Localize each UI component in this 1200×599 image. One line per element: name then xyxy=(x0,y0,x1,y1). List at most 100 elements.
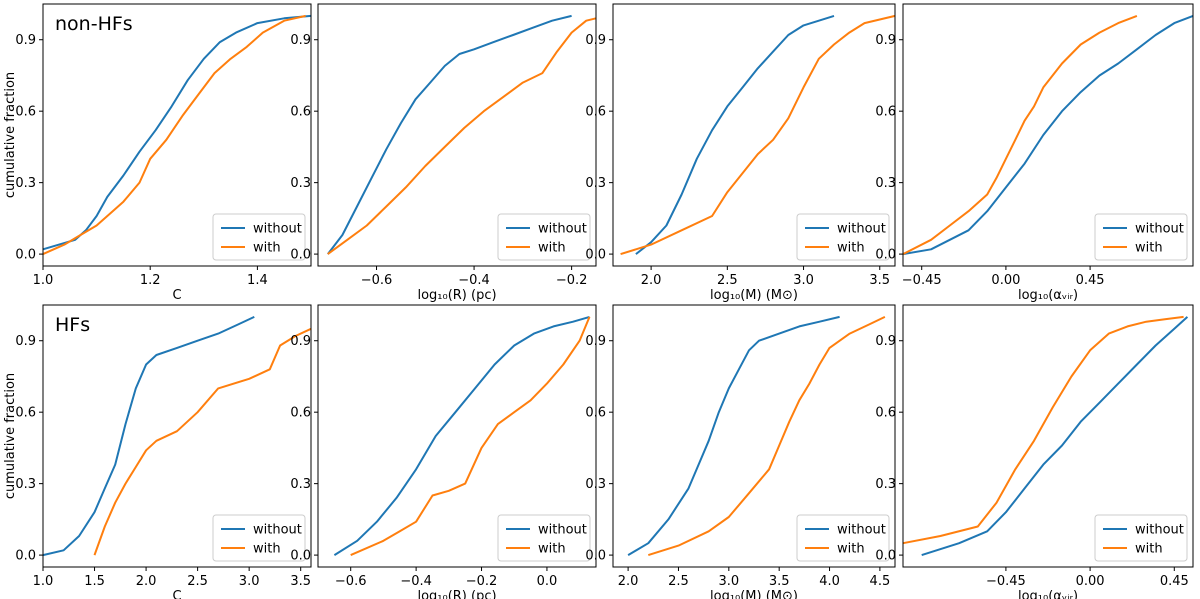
x-tick-label: 1.2 xyxy=(140,273,161,288)
x-tick-label: 1.0 xyxy=(33,273,54,288)
series-line-without xyxy=(902,14,1194,256)
x-tick-label: 3.0 xyxy=(239,574,260,589)
x-tick-label: 1.5 xyxy=(84,574,105,589)
legend: without with xyxy=(497,514,591,562)
series-line-without xyxy=(42,315,255,557)
x-axis-label: C xyxy=(172,589,181,599)
x-tick-label: −0.4 xyxy=(458,273,490,288)
legend-label-with: with xyxy=(1135,241,1163,256)
series-line-with xyxy=(350,316,591,557)
y-tick-label: 0.9 xyxy=(875,334,896,349)
series-line-without xyxy=(327,14,572,255)
y-tick-label: 0.3 xyxy=(290,477,311,492)
series-line-with xyxy=(647,315,886,557)
y-tick-label: 0.6 xyxy=(15,406,36,421)
x-tick-label: 2.0 xyxy=(641,273,662,288)
legend-box xyxy=(796,514,890,562)
y-tick-label: 0.6 xyxy=(875,105,896,120)
legend-label-with: with xyxy=(837,542,865,557)
axes-frame xyxy=(317,3,597,267)
series-line-without xyxy=(635,14,835,255)
legend-box xyxy=(497,213,591,261)
legend-label-with: with xyxy=(253,542,281,557)
legend-box xyxy=(212,514,306,562)
x-tick-label: 4.5 xyxy=(870,574,891,589)
x-tick-label: 2.0 xyxy=(136,574,157,589)
x-tick-label: −0.2 xyxy=(556,273,588,288)
y-tick-label: 0.6 xyxy=(585,105,606,120)
y-tick-label: 0.6 xyxy=(15,105,36,120)
legend: without with xyxy=(796,514,890,562)
panel-7: 2.0 2.5 3.0 3.5 4.0 4.5 0.0 0.3 0.6 0.9 log₁₀(M) (… xyxy=(585,304,896,599)
x-tick-label: 0.00 xyxy=(1076,574,1105,589)
x-axis-label: log₁₀(αᵥᵢᵣ) xyxy=(1018,589,1078,599)
y-tick-label: 0.0 xyxy=(585,549,606,564)
x-tick-label: 3.5 xyxy=(769,574,790,589)
y-tick-label: 0.9 xyxy=(290,33,311,48)
legend-label-without: without xyxy=(538,523,587,538)
y-tick-label: 0.0 xyxy=(15,248,36,263)
axes-frame xyxy=(317,304,597,568)
x-axis-label: log₁₀(M) (M⊙) xyxy=(710,589,798,599)
x-tick-label: 2.5 xyxy=(717,273,738,288)
panel-5: 1.0 1.5 2.0 2.5 3.0 3.5 0.0 0.3 0.6 0.9 Ccumulativ… xyxy=(3,304,312,599)
y-tick-label: 0.9 xyxy=(585,33,606,48)
y-tick-label: 0.3 xyxy=(15,477,36,492)
legend-label-with: with xyxy=(837,241,865,256)
legend-label-without: without xyxy=(1135,523,1184,538)
y-tick-label: 0.0 xyxy=(290,549,311,564)
legend: without with xyxy=(1094,514,1188,562)
axes-frame xyxy=(902,3,1194,267)
row-label: HFs xyxy=(55,314,90,336)
legend-box xyxy=(796,213,890,261)
x-tick-label: −0.2 xyxy=(466,574,498,589)
y-tick-label: 0.3 xyxy=(875,176,896,191)
x-axis-label: log₁₀(R) (pc) xyxy=(417,589,496,599)
panel-6: −0.6 −0.4 −0.2 0.0 0.0 0.3 0.6 0.9 log₁₀(R) (pc)… xyxy=(290,304,597,599)
y-axis-label: cumulative fraction xyxy=(3,72,18,198)
y-tick-label: 0.6 xyxy=(290,105,311,120)
y-tick-label: 0.9 xyxy=(290,334,311,349)
legend-box xyxy=(1094,213,1188,261)
legend: without with xyxy=(497,213,591,261)
series-line-with xyxy=(620,14,896,256)
x-tick-label: 0.0 xyxy=(537,574,558,589)
y-tick-label: 0.0 xyxy=(875,549,896,564)
series-line-without xyxy=(333,315,590,556)
x-tick-label: −0.6 xyxy=(335,574,367,589)
x-axis-label: log₁₀(R) (pc) xyxy=(417,288,496,303)
x-axis-label: C xyxy=(172,288,181,303)
legend: without with xyxy=(212,514,306,562)
row-label: non-HFs xyxy=(55,13,133,35)
y-tick-label: 0.9 xyxy=(585,334,606,349)
legend-box xyxy=(212,213,306,261)
y-tick-label: 0.3 xyxy=(290,176,311,191)
y-tick-label: 0.0 xyxy=(875,248,896,263)
axes-frame xyxy=(902,304,1194,568)
x-tick-label: −0.6 xyxy=(361,273,393,288)
series-line-without xyxy=(921,316,1189,557)
panel-8: −0.45 0.00 0.45 0.0 0.3 0.6 0.9 log₁₀(αᵥᵢᵣ) with… xyxy=(875,304,1194,599)
axes-frame xyxy=(42,3,312,267)
x-tick-label: 0.45 xyxy=(1076,273,1105,288)
y-tick-label: 0.6 xyxy=(875,406,896,421)
legend-label-without: without xyxy=(1135,222,1184,237)
y-tick-label: 0.3 xyxy=(585,477,606,492)
legend-label-without: without xyxy=(253,523,302,538)
legend-label-without: without xyxy=(837,523,886,538)
axes-frame xyxy=(612,3,896,267)
axes-frame xyxy=(42,304,312,568)
legend-label-without: without xyxy=(253,222,302,237)
series-line-with xyxy=(902,14,1138,255)
legend-label-with: with xyxy=(1135,542,1163,557)
panel-3: 2.0 2.5 3.0 3.5 0.0 0.3 0.6 0.9 log₁₀(M) (M⊙) wit… xyxy=(585,3,896,303)
x-tick-label: 1.0 xyxy=(33,574,54,589)
legend: without with xyxy=(212,213,306,261)
y-tick-label: 0.3 xyxy=(585,176,606,191)
x-tick-label: 2.5 xyxy=(187,574,208,589)
y-tick-label: 0.0 xyxy=(585,248,606,263)
legend-label-with: with xyxy=(538,241,566,256)
y-axis-label: cumulative fraction xyxy=(3,373,18,499)
